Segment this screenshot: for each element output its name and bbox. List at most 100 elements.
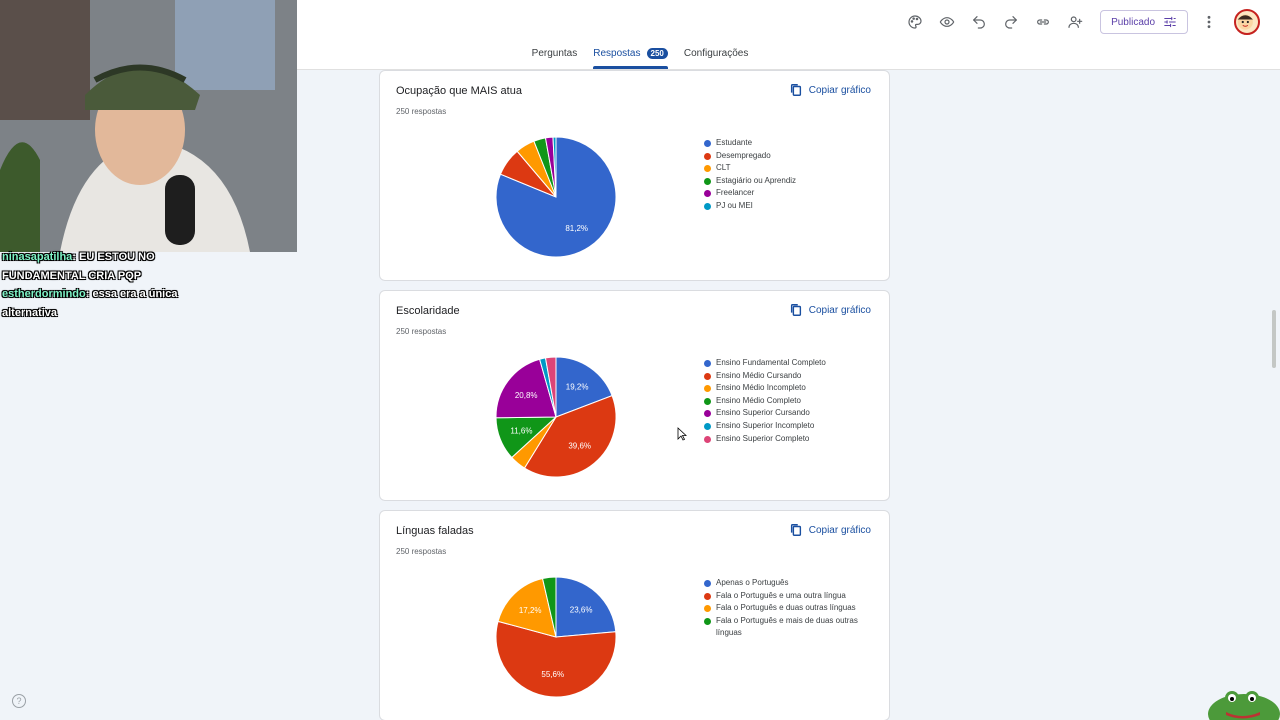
chart-card-linguas: Línguas faladas 250 respostas Copiar grá… [379,510,890,720]
pie-slice-label: 55,6% [541,670,564,679]
tune-icon [1164,16,1176,28]
legend-item: Estagiário ou Aprendiz [704,175,864,188]
legend-item: Ensino Superior Incompleto [704,420,864,433]
legend-label: Desempregado [716,150,771,160]
tab-label: Respostas [593,48,641,59]
legend-item: Ensino Fundamental Completo [704,357,864,370]
legend-swatch [704,410,711,418]
legend-item: Desempregado [704,150,864,163]
chart-card-escolaridade: Escolaridade 250 respostas Copiar gráfic… [379,290,890,501]
chat-message: estherdormindo: essa era a única alterna… [2,288,178,319]
tab-label: Perguntas [531,48,578,59]
legend-item: Fala o Português e uma outra língua [704,590,864,603]
pie-slice-label: 20,8% [515,391,538,400]
chart-card-ocupacao: Ocupação que MAIS atua 250 respostas Cop… [379,70,890,281]
copy-chart-label: Copiar gráfico [808,304,871,316]
legend-swatch [704,617,711,625]
pie-chart: 19,2% 39,6% 11,6% 20,8% [495,356,617,478]
card-title: Línguas faladas [396,525,474,537]
chat-username: ninasapatilha [2,251,73,263]
legend-item: Apenas o Português [704,577,864,590]
pie-slice-label: 19,2% [566,382,589,391]
legend-swatch [704,592,711,600]
tab-respostas[interactable]: Respostas 250 [593,48,668,69]
legend-swatch [704,177,711,185]
legend-swatch [704,605,711,613]
legend-swatch [704,372,711,380]
chat-message: ninasapatilha: EU ESTOU NO FUNDAMENTAL C… [2,251,155,282]
legend-label: Fala o Português e uma outra língua [716,590,846,600]
legend-swatch [704,360,711,367]
copy-chart-button[interactable]: Copiar gráfico [789,83,871,97]
legend-label: Ensino Fundamental Completo [716,358,826,367]
legend-label: Ensino Médio Cursando [716,370,802,380]
tab-configuracoes[interactable]: Configurações [684,48,748,67]
pie-slice-label: 81,2% [565,224,588,233]
legend-label: Ensino Médio Completo [716,395,801,405]
link-icon[interactable] [1032,11,1054,33]
scrollbar-thumb[interactable] [1272,310,1276,368]
pie-slice-label: 17,2% [519,606,542,615]
copy-icon [790,304,801,316]
response-count: 250 respostas [396,327,447,336]
legend-label: Ensino Superior Cursando [716,408,810,418]
legend-swatch [704,422,711,430]
copy-icon [790,84,801,96]
legend-item: Freelancer [704,187,864,200]
response-count: 250 respostas [396,547,447,556]
card-title: Escolaridade [396,305,460,317]
legend-item: PJ ou MEI [704,200,864,213]
add-person-icon[interactable] [1064,11,1086,33]
pie-slice-label: 39,6% [568,442,591,451]
chat-text: EU ESTOU NO FUNDAMENTAL CRIA PQP [2,251,155,282]
legend-item: Ensino Médio Incompleto [704,382,864,395]
stream-chat: ninasapatilha: EU ESTOU NO FUNDAMENTAL C… [2,248,232,322]
legend-swatch [704,202,711,210]
copy-chart-label: Copiar gráfico [808,84,871,96]
chat-text: essa era a única alternativa [2,288,178,319]
legend-swatch [704,385,711,393]
chart-legend: Apenas o Português Fala o Português e uma… [704,577,864,640]
redo-icon[interactable] [1000,11,1022,33]
legend-swatch [704,165,711,173]
copy-chart-label: Copiar gráfico [808,524,871,536]
legend-label: Fala o Português e duas outras línguas [716,603,856,613]
tab-perguntas[interactable]: Perguntas [532,48,578,67]
pie-slice [495,358,557,419]
pie-chart: 23,6% 55,6% 17,2% [495,576,617,698]
help-icon[interactable]: ? [12,694,26,708]
legend-label: Fala o Português e mais de duas outras l… [716,615,858,638]
legend-item: Ensino Médio Cursando [704,370,864,383]
pie-slice [541,576,557,638]
legend-item: Fala o Português e duas outras línguas [704,602,864,615]
eye-icon[interactable] [936,11,958,33]
publish-label: Publicado [1111,16,1155,28]
legend-swatch [704,140,711,147]
legend-label: Estagiário ou Aprendiz [716,175,797,185]
chat-username: estherdormindo [2,288,86,300]
copy-chart-button[interactable]: Copiar gráfico [789,523,871,537]
form-tabs: Perguntas Respostas 250 Configurações [0,48,1280,69]
avatar[interactable] [1234,9,1260,35]
pie-slice-label: 11,6% [510,427,532,436]
chart-legend: Estudante Desempregado CLT Estagiário ou Ap… [704,137,864,213]
legend-label: CLT [716,163,731,173]
more-vert-icon[interactable] [1198,11,1220,33]
undo-icon[interactable] [968,11,990,33]
pie-slice [523,394,617,478]
publish-button[interactable]: Publicado [1100,10,1188,34]
webcam-overlay [0,0,297,252]
legend-item: Estudante [704,137,864,150]
legend-label: Estudante [716,138,753,147]
legend-swatch [704,580,711,587]
palette-icon[interactable] [904,11,926,33]
pie-slice [495,620,617,698]
pie-slice [552,136,557,198]
legend-swatch [704,152,711,160]
legend-label: Freelancer [716,188,755,198]
pie-slice [497,577,557,638]
copy-chart-button[interactable]: Copiar gráfico [789,303,871,317]
legend-label: PJ ou MEI [716,200,753,210]
legend-item: Ensino Superior Cursando [704,407,864,420]
card-title: Ocupação que MAIS atua [396,85,522,97]
